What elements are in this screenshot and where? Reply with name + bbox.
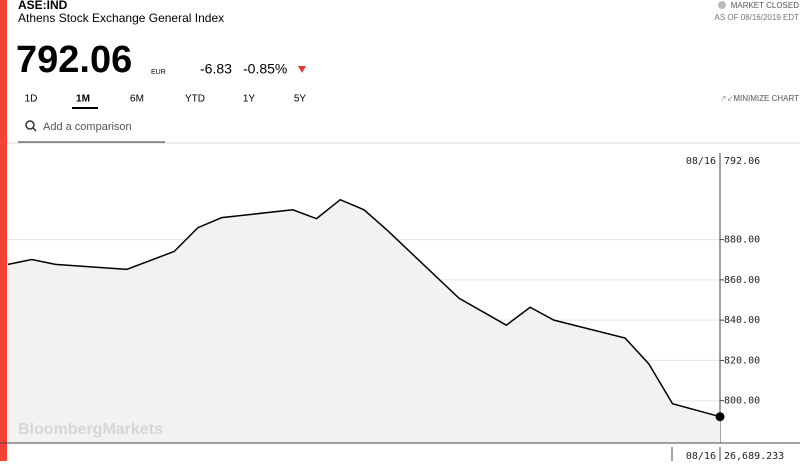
y-tick-label: 860.00	[724, 275, 760, 286]
y-tick-label: 800.00	[724, 396, 760, 407]
footer-value: 26,689.233	[724, 451, 784, 461]
y-tick-label: 820.00	[724, 355, 760, 366]
y-tick-label: 880.00	[724, 235, 760, 246]
active-tab-underline	[72, 107, 98, 109]
chart: 800.00 820.00 840.00 860.00 880.00	[7, 170, 760, 443]
change: -6.83	[200, 61, 232, 77]
last-price: 792.06	[724, 156, 760, 167]
status-dot	[718, 1, 726, 9]
search-input[interactable]: Add a comparison	[43, 121, 132, 133]
last-date: 08/16	[686, 156, 716, 167]
down-arrow	[298, 66, 306, 73]
search-icon	[32, 127, 37, 132]
last-point	[715, 412, 725, 422]
change-pct: -0.85%	[243, 61, 287, 77]
tab[interactable]: 1Y	[243, 94, 256, 105]
as-of: AS OF 08/16/2019 EDT	[715, 13, 800, 22]
search-icon	[25, 120, 35, 130]
ticker: ASE:IND	[18, 0, 68, 12]
watermark: BloombergMarkets	[18, 421, 163, 438]
tab[interactable]: 6M	[130, 94, 144, 105]
currency: EUR	[151, 69, 166, 76]
tab[interactable]: 1M	[76, 94, 90, 105]
tabs: 1D 1M 6M YTD 1Y 5Y	[25, 94, 307, 105]
minimize-icon: ↗↙	[720, 94, 733, 103]
price-line	[7, 198, 721, 418]
index-name: Athens Stock Exchange General Index	[18, 11, 224, 25]
area	[8, 199, 720, 443]
minimize-chart[interactable]: MINIMIZE CHART	[733, 94, 799, 103]
market-status: MARKET CLOSED	[731, 1, 800, 10]
accent-bar	[0, 0, 7, 461]
y-tick-label: 840.00	[724, 315, 760, 326]
tab[interactable]: 5Y	[294, 94, 307, 105]
price: 792.06	[16, 39, 132, 81]
tab[interactable]: 1D	[25, 94, 38, 105]
footer-date: 08/16	[686, 451, 716, 461]
tab[interactable]: YTD	[185, 94, 205, 105]
